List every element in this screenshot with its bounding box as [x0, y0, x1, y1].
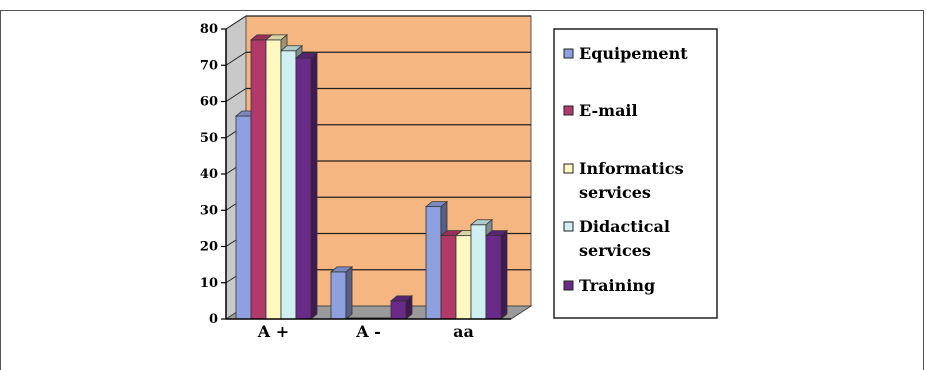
legend-box — [553, 28, 718, 319]
bar-front — [235, 115, 252, 320]
y-tick-label: 50 — [200, 131, 218, 146]
legend-label-line: services — [579, 183, 651, 202]
bar-front — [440, 235, 457, 320]
legend-label-line: Informatics — [579, 159, 684, 178]
bar-front — [455, 235, 472, 320]
legend-label-line: Didactical — [579, 217, 670, 236]
legend-entry: Training — [579, 276, 655, 295]
bar-front — [390, 300, 407, 320]
y-tick-label: 20 — [200, 240, 218, 255]
bar-front — [470, 224, 487, 320]
figure-frame: 0 10 20 30 40 50 60 70 80 A + A - aa Equipement E-ma… — [0, 10, 924, 370]
y-tick-label: 80 — [200, 22, 218, 37]
legend-label-line: services — [579, 241, 651, 260]
x-tick-label: aa — [453, 322, 474, 341]
axes: 0 10 20 30 40 50 60 70 80 A + A - aa — [200, 22, 511, 341]
legend-label-line: Training — [579, 276, 655, 295]
bar-side — [500, 229, 508, 320]
y-tick-label: 0 — [209, 312, 218, 327]
bar-front — [295, 57, 312, 320]
x-tick-label: A + — [257, 322, 289, 341]
legend-label-line: E-mail — [579, 101, 638, 120]
gridline-side — [225, 88, 247, 102]
bar — [389, 295, 414, 320]
y-tick-label: 60 — [200, 95, 218, 110]
legend-swatch — [563, 221, 574, 232]
bar-side — [405, 295, 413, 320]
legend-entry: Didactical services — [579, 217, 670, 260]
legend-entry: E-mail — [579, 101, 638, 120]
bar-side — [345, 266, 353, 320]
y-tick-label: 30 — [200, 203, 218, 218]
legend-swatch — [563, 280, 574, 291]
bar-side — [310, 52, 318, 320]
bar — [484, 229, 509, 320]
legend-entry: Informatics services — [579, 159, 684, 202]
bar-front — [425, 206, 442, 320]
bar-front — [280, 50, 297, 320]
bar-front — [265, 39, 282, 320]
bar-chart: 0 10 20 30 40 50 60 70 80 A + A - aa Equipement E-ma… — [200, 15, 718, 341]
x-tick-label: A - — [355, 322, 381, 341]
bar — [329, 266, 354, 320]
legend-swatch — [563, 105, 574, 116]
y-tick-label: 40 — [200, 167, 218, 182]
legend-entry: Equipement — [579, 44, 688, 63]
bar — [294, 52, 319, 320]
bar-front — [250, 39, 267, 320]
gridline-side — [225, 15, 247, 30]
bar-front — [330, 271, 347, 320]
legend-swatch — [563, 163, 574, 174]
legend-swatch — [563, 48, 574, 59]
gridline-side — [225, 51, 247, 66]
y-tick-label: 10 — [200, 276, 218, 291]
y-tick-label: 70 — [200, 58, 218, 73]
legend-label-line: Equipement — [579, 44, 688, 63]
bar-front — [485, 235, 502, 320]
